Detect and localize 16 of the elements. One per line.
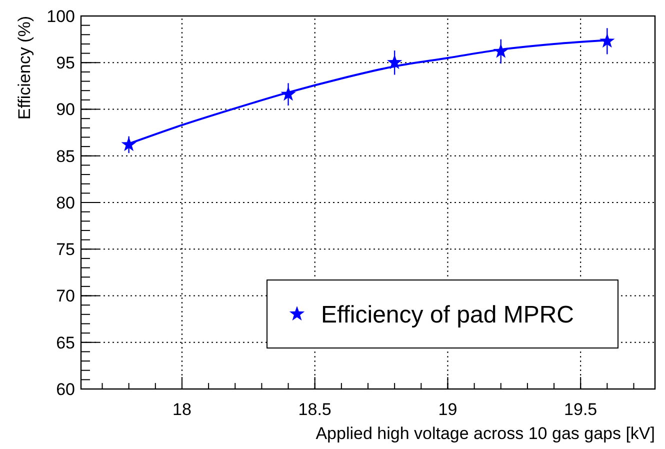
x-axis-title: Applied high voltage across 10 gas gaps [kV]	[316, 424, 655, 443]
x-tick-label: 19.5	[564, 400, 598, 419]
y-tick-label: 100	[46, 6, 75, 26]
legend-label: Efficiency of pad MPRC	[321, 301, 574, 328]
y-tick-label: 80	[56, 193, 75, 212]
y-tick-label: 65	[56, 333, 75, 352]
y-axis-title: Efficiency (%)	[15, 16, 34, 120]
x-tick-label: 18.5	[298, 400, 332, 419]
y-tick-label: 70	[56, 286, 75, 306]
y-tick-label: 95	[56, 54, 75, 73]
x-tick-label: 18	[172, 400, 192, 419]
y-tick-label: 90	[56, 100, 75, 120]
x-tick-label: 19	[438, 400, 458, 419]
y-tick-label: 75	[56, 240, 75, 260]
y-tick-label: 60	[56, 380, 75, 399]
y-tick-label: 85	[56, 146, 75, 166]
